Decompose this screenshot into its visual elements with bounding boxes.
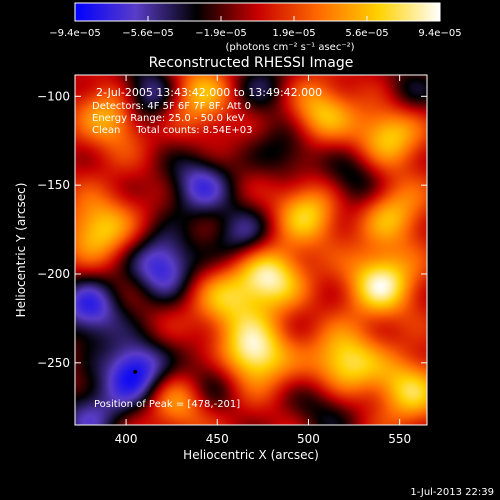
colorbar-tick-label: −1.9e−05	[195, 28, 247, 39]
x-tick-label: 550	[388, 432, 411, 446]
annotation-time-range: 2-Jul-2005 13:43:42.000 to 13:49:42.000	[96, 86, 322, 99]
colorbar-tick-label: −5.6e−05	[122, 28, 174, 39]
peak-marker	[133, 369, 138, 374]
y-tick-label: −150	[37, 178, 70, 192]
y-axis-label: Heliocentric Y (arcsec)	[14, 183, 28, 318]
heatmap-image	[75, 75, 427, 425]
colorbar-unit-label: (photons cm⁻² s⁻¹ asec⁻²)	[225, 42, 354, 53]
y-tick-label: −200	[37, 267, 70, 281]
peak-position-label: Position of Peak = [478,-201]	[94, 399, 240, 410]
annotation-detectors: Detectors: 4F 5F 6F 7F 8F, Att 0	[92, 101, 251, 112]
colorbar-tick-label: 1.9e−05	[272, 28, 315, 39]
annotation-clean-counts: Clean Total counts: 8.54E+03	[92, 125, 252, 136]
y-tick-label: −100	[37, 89, 70, 103]
chart-title: Reconstructed RHESSI Image	[149, 55, 354, 71]
x-tick-label: 500	[297, 432, 320, 446]
colorbar-tick-label: 5.6e−05	[345, 28, 388, 39]
plot-frame	[74, 74, 428, 426]
footer-timestamp: 1-Jul-2013 22:39	[410, 487, 494, 498]
y-tick-label: −250	[37, 356, 70, 370]
annotation-energy-range: Energy Range: 25.0 - 50.0 keV	[92, 113, 245, 124]
colorbar-tick-label: −9.4e−05	[49, 28, 101, 39]
colorbar-tick-label: 9.4e−05	[418, 28, 461, 39]
x-tick-label: 400	[115, 432, 138, 446]
x-tick-label: 450	[206, 432, 229, 446]
colorbar	[74, 2, 441, 22]
x-axis-label: Heliocentric X (arcsec)	[183, 448, 319, 462]
